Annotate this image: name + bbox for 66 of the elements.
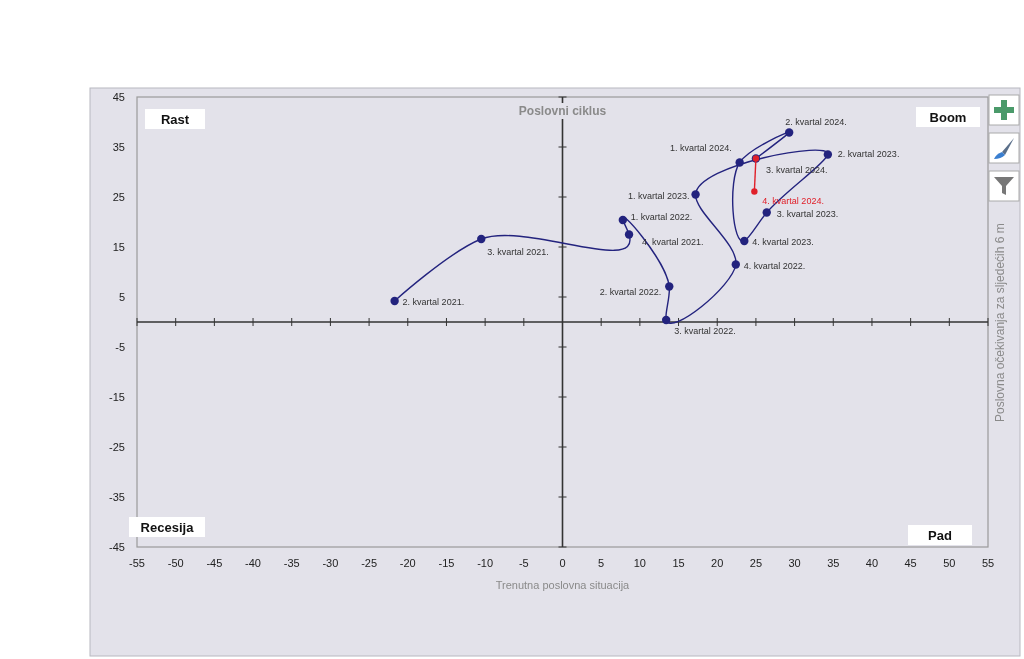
point [618, 215, 628, 225]
y-axis-title: Poslovna očekivanja za sljedećih 6 m [993, 223, 1007, 422]
x-tick-label: -20 [399, 557, 416, 569]
x-tick-label: 35 [827, 557, 840, 569]
x-axis-title: Trenutna poslovna situacija [495, 579, 631, 591]
x-tick-label: -25 [361, 557, 378, 569]
y-tick-label: -25 [109, 441, 125, 453]
annotation: Recesija [140, 520, 195, 535]
x-tick-label: 5 [598, 557, 605, 569]
annotation: 3. kvartal 2023. [776, 208, 839, 219]
x-tick-label: 30 [788, 557, 801, 569]
point [477, 234, 486, 244]
y-tick-label: -5 [115, 341, 125, 353]
x-tick-label: -30 [322, 557, 339, 569]
annotation: 4. kvartal 2023. [752, 237, 814, 247]
annotation: Boom [929, 110, 967, 125]
text: Poslovni ciklus [518, 104, 607, 118]
x-tick-label: 15 [672, 557, 685, 569]
y-tick-label: 35 [112, 141, 125, 153]
x-tick-label: 55 [981, 557, 995, 569]
y-tick-label: -15 [109, 391, 125, 403]
annotation: 4. kvartal 2022. [743, 260, 806, 271]
point [665, 282, 674, 291]
point [784, 128, 794, 137]
x-tick-label: -15 [438, 557, 455, 569]
point [740, 236, 749, 246]
point [624, 230, 634, 239]
y-tick-label: 25 [112, 191, 125, 203]
y-tick-label: -45 [109, 541, 125, 553]
annotation: 2. kvartal 2023. [837, 148, 900, 159]
annotation: 2. kvartal 2024. [785, 116, 847, 127]
point [735, 158, 744, 167]
annotation: 3. kvartal 2021. [487, 247, 549, 257]
x-tick-label: 50 [943, 557, 956, 569]
x-tick-label: -10 [477, 557, 494, 569]
point [691, 190, 700, 199]
point [751, 188, 758, 195]
y-tick-label: -35 [109, 491, 125, 503]
y-tick-label: 45 [112, 91, 125, 103]
y-tick-label: 5 [118, 291, 125, 303]
annotation: Rast [160, 112, 190, 127]
annotation: 1. kvartal 2022. [630, 212, 693, 222]
annotation: 1. kvartal 2023. [628, 190, 690, 201]
annotation: Pad [928, 528, 952, 543]
x-tick-label: 20 [711, 557, 724, 569]
annotation: 2. kvartal 2022. [599, 286, 662, 297]
y-tick-label: 15 [112, 241, 125, 253]
x-tick-label: 10 [633, 557, 646, 569]
x-tick-label: -55 [129, 557, 145, 569]
x-tick-label: 45 [904, 557, 917, 569]
x-tick-label: -40 [245, 557, 261, 569]
point [731, 260, 740, 269]
point [661, 315, 671, 325]
annotation: 3. kvartal 2022. [674, 326, 736, 336]
x-tick-label: 40 [865, 557, 879, 569]
x-tick-label: 0 [559, 557, 566, 569]
point [762, 208, 771, 217]
x-tick-label: -50 [167, 557, 184, 569]
x-tick-label: -5 [518, 557, 529, 569]
x-tick-label: 25 [749, 557, 763, 569]
point [390, 296, 399, 306]
annotation: 1. kvartal 2024. [670, 142, 732, 153]
annotation: 2. kvartal 2021. [402, 297, 465, 307]
point [823, 150, 833, 159]
x-tick-label: -35 [283, 557, 300, 569]
x-tick-label: -45 [206, 557, 223, 569]
